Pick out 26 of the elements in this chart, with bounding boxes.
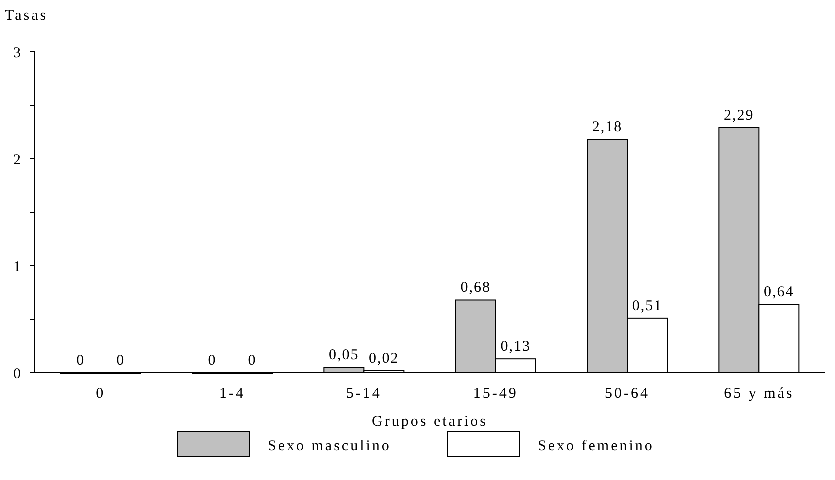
y-tick-label: 0 <box>14 366 21 382</box>
x-tick-label: 5-14 <box>346 386 382 402</box>
data-label: 0,13 <box>500 339 531 356</box>
x-tick-label: 65 y más <box>724 386 794 402</box>
data-label: 0 <box>76 353 86 369</box>
data-label: 0,68 <box>460 280 491 296</box>
data-label: 0 <box>208 353 217 369</box>
data-label: 0 <box>116 353 126 369</box>
y-axis-title: Tasas <box>5 8 48 24</box>
x-axis-title: Grupos etarios <box>372 414 488 430</box>
y-tick-label: 3 <box>14 45 21 62</box>
data-label: 2,18 <box>592 120 623 136</box>
data-label: 2,29 <box>724 108 754 124</box>
y-tick-label: 1 <box>14 259 21 276</box>
legend-label: Sexo masculino <box>268 438 392 454</box>
data-label: 0,64 <box>764 284 794 301</box>
data-label: 0 <box>248 353 257 369</box>
x-tick-label: 50-64 <box>605 386 650 402</box>
x-tick-label: 15-49 <box>473 386 518 402</box>
legend-label: Sexo femenino <box>538 438 654 454</box>
x-tick-label: 1-4 <box>220 386 246 402</box>
data-label: 0,51 <box>632 298 663 314</box>
data-label: 0,05 <box>329 348 360 364</box>
y-tick-label: 2 <box>14 152 21 168</box>
data-label: 0,02 <box>369 350 400 367</box>
x-tick-label: 0 <box>96 386 106 402</box>
